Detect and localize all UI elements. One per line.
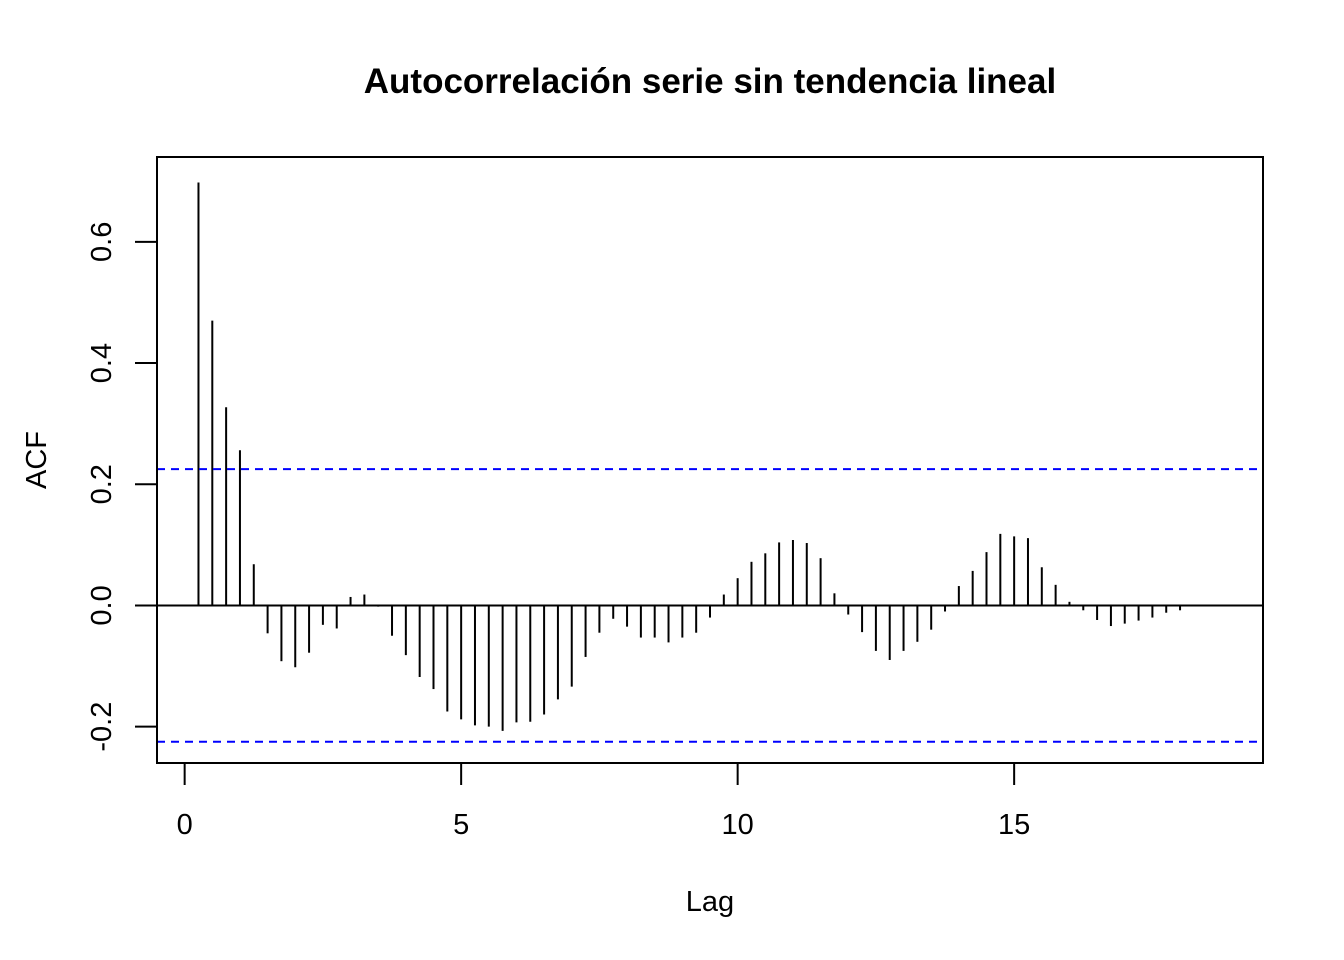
y-axis-label: ACF (21, 431, 53, 489)
x-tick-label: 0 (177, 809, 193, 841)
acf-bars (197, 182, 1182, 731)
y-tick-label: 0.4 (86, 343, 118, 383)
x-axis: 0 5 10 15 (177, 762, 1030, 841)
x-tick-label: 10 (722, 809, 754, 841)
chart-title: Autocorrelación serie sin tendencia line… (364, 62, 1056, 101)
y-axis: -0.2 0.0 0.2 0.4 0.6 (86, 222, 158, 752)
y-tick-label: 0.6 (86, 222, 118, 262)
y-tick-label: -0.2 (86, 702, 118, 752)
y-tick-label: 0.0 (86, 585, 118, 625)
y-tick-label: 0.2 (86, 464, 118, 504)
x-tick-label: 5 (453, 809, 469, 841)
x-tick-label: 15 (998, 809, 1030, 841)
x-axis-label: Lag (686, 886, 734, 918)
plot-frame (156, 156, 1264, 764)
